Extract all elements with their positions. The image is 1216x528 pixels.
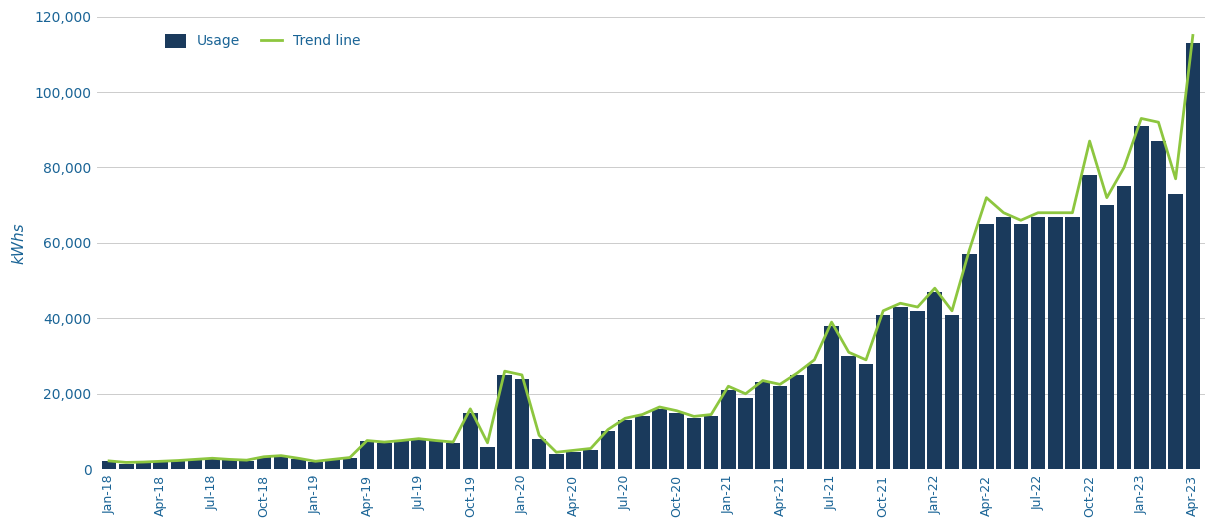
Legend: Usage, Trend line: Usage, Trend line (159, 28, 366, 54)
Bar (531, 439, 546, 469)
Bar (377, 443, 392, 469)
Bar (841, 356, 856, 469)
Bar (670, 413, 685, 469)
Bar (187, 460, 202, 469)
Bar (1048, 216, 1063, 469)
Bar (463, 413, 478, 469)
Bar (893, 307, 907, 469)
Bar (1013, 224, 1028, 469)
Bar (360, 441, 375, 469)
Bar (1116, 186, 1131, 469)
Bar (1031, 216, 1046, 469)
Bar (1082, 175, 1097, 469)
Bar (618, 420, 632, 469)
Bar (721, 390, 736, 469)
Bar (257, 457, 271, 469)
Bar (1099, 205, 1114, 469)
Bar (446, 443, 461, 469)
Bar (807, 364, 822, 469)
Bar (343, 458, 358, 469)
Bar (153, 461, 168, 469)
Bar (514, 379, 529, 469)
Bar (1169, 194, 1183, 469)
Bar (411, 439, 426, 469)
Y-axis label: kWhs: kWhs (11, 222, 26, 263)
Bar (911, 311, 925, 469)
Bar (497, 375, 512, 469)
Bar (119, 464, 134, 469)
Bar (704, 417, 719, 469)
Bar (1152, 141, 1166, 469)
Bar (824, 326, 839, 469)
Bar (394, 441, 409, 469)
Bar (102, 461, 117, 469)
Bar (480, 447, 495, 469)
Bar (601, 431, 615, 469)
Bar (772, 386, 787, 469)
Bar (206, 459, 220, 469)
Bar (652, 409, 666, 469)
Bar (170, 461, 185, 469)
Bar (996, 216, 1010, 469)
Bar (274, 456, 288, 469)
Bar (326, 460, 340, 469)
Bar (755, 382, 770, 469)
Bar (567, 452, 581, 469)
Bar (136, 463, 151, 469)
Bar (928, 292, 942, 469)
Bar (428, 441, 443, 469)
Bar (1135, 126, 1149, 469)
Bar (240, 460, 254, 469)
Bar (548, 454, 564, 469)
Bar (223, 460, 237, 469)
Bar (979, 224, 993, 469)
Bar (858, 364, 873, 469)
Bar (584, 450, 598, 469)
Bar (945, 315, 959, 469)
Bar (687, 418, 702, 469)
Bar (291, 459, 305, 469)
Bar (876, 315, 890, 469)
Bar (1065, 216, 1080, 469)
Bar (635, 417, 649, 469)
Bar (1186, 43, 1200, 469)
Bar (738, 398, 753, 469)
Bar (308, 461, 322, 469)
Bar (962, 254, 976, 469)
Bar (790, 375, 805, 469)
